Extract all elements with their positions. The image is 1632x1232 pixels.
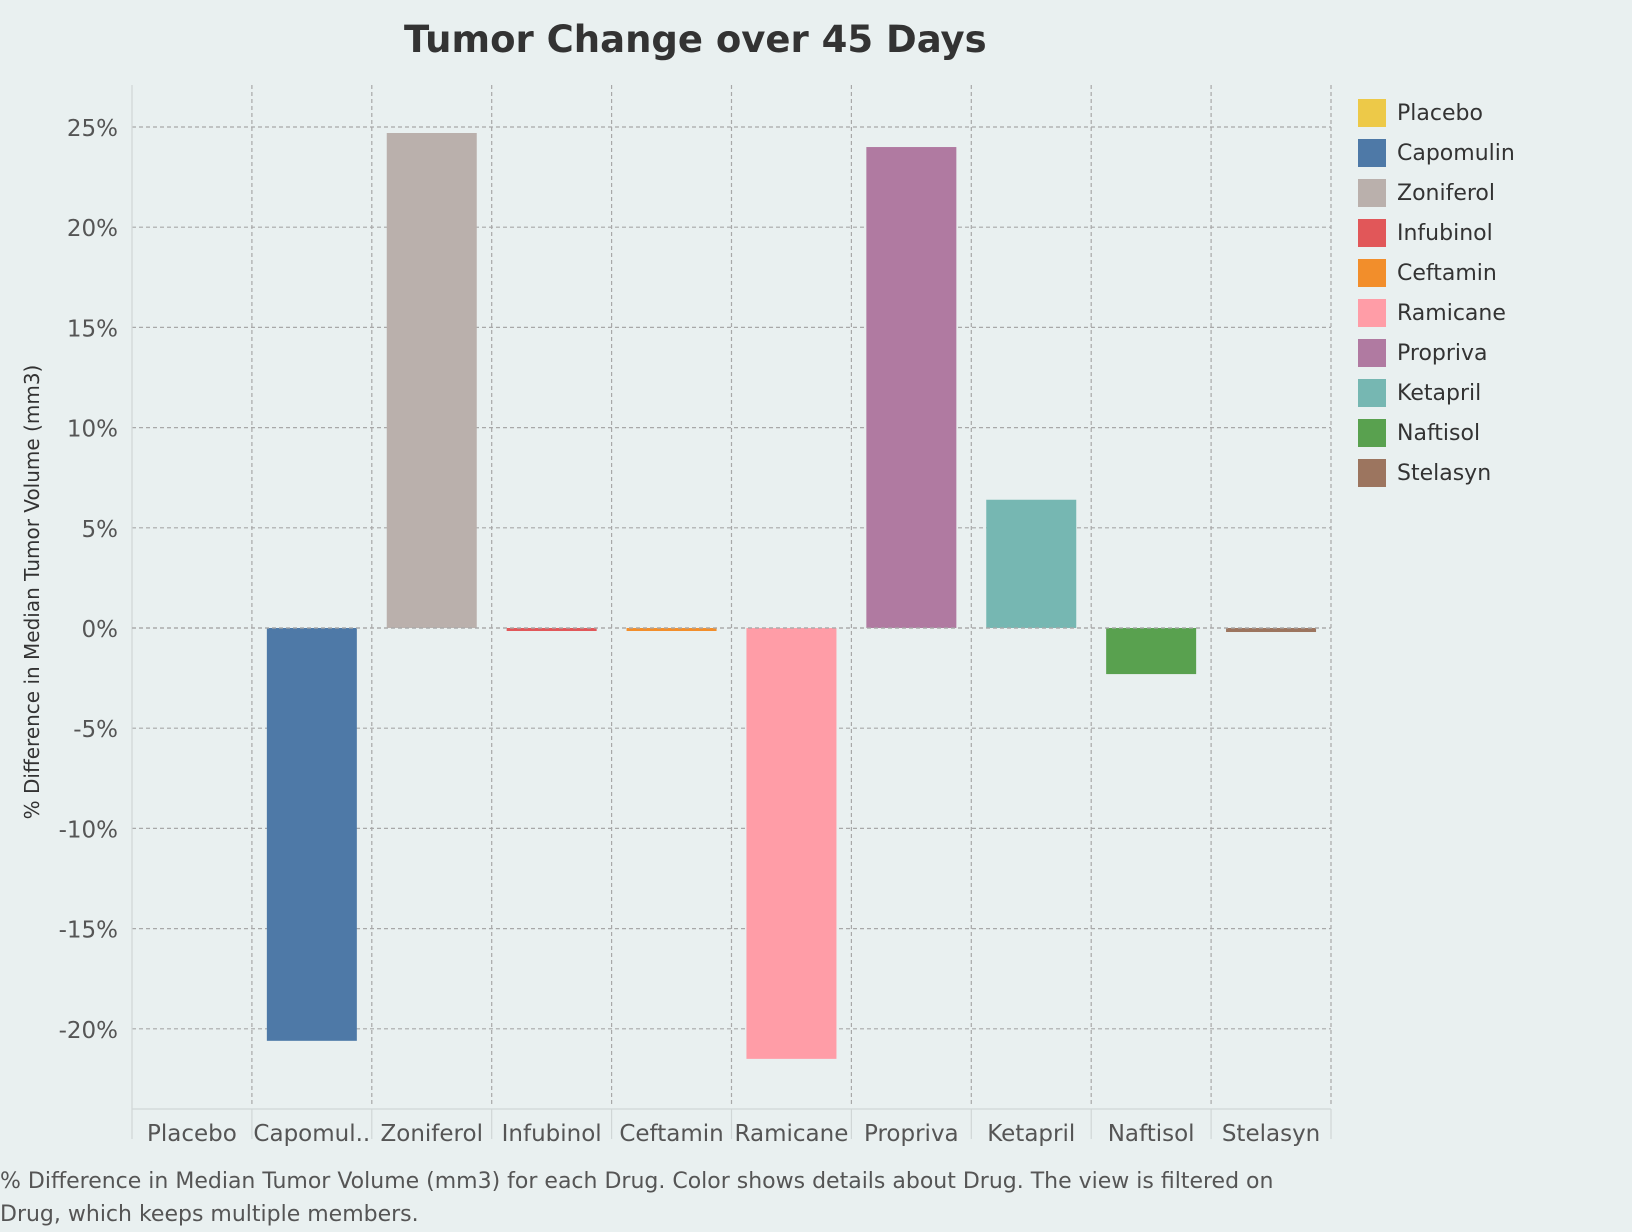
legend-label: Propriva [1397, 340, 1488, 366]
legend-label: Stelasyn [1397, 460, 1492, 486]
x-tick-label: Infubinol [502, 1121, 602, 1147]
legend-swatch [1358, 379, 1386, 407]
legend-item[interactable]: Capomulin [1358, 133, 1515, 173]
legend-label: Infubinol [1397, 220, 1493, 246]
y-tick-label: 0% [82, 617, 119, 643]
legend-label: Capomulin [1397, 140, 1515, 166]
legend-swatch [1358, 179, 1386, 207]
y-tick-label: -15% [59, 918, 118, 944]
bar-propriva [866, 147, 957, 629]
bar-ceftamin [626, 628, 717, 631]
bar-zoniferol [386, 133, 477, 628]
y-tick-label: 10% [67, 417, 118, 443]
x-tick-label: Ramicane [735, 1121, 849, 1147]
y-tick-label: -10% [59, 817, 118, 843]
bar-naftisol [1106, 628, 1197, 675]
legend-label: Naftisol [1397, 420, 1481, 446]
y-tick-label: -20% [59, 1018, 118, 1044]
bar-stelasyn [1226, 628, 1317, 633]
legend-item[interactable]: Zoniferol [1358, 173, 1515, 213]
bar-infubinol [506, 628, 597, 631]
legend-item[interactable]: Placebo [1358, 93, 1515, 133]
bar-capomulin [266, 628, 357, 1041]
legend-swatch [1358, 299, 1386, 327]
legend-swatch [1358, 139, 1386, 167]
y-tick-label: 15% [67, 316, 118, 342]
legend-swatch [1358, 339, 1386, 367]
chart-caption: % Difference in Median Tumor Volume (mm3… [0, 1169, 1274, 1227]
x-tick-label: Ketapril [987, 1121, 1075, 1147]
y-tick-label: 5% [82, 517, 119, 543]
x-tick-label: Placebo [147, 1121, 237, 1147]
legend-swatch [1358, 99, 1386, 127]
legend-item[interactable]: Ketapril [1358, 373, 1515, 413]
x-tick-label: Ceftamin [619, 1121, 723, 1147]
x-tick-label: Naftisol [1108, 1121, 1195, 1147]
legend-item[interactable]: Infubinol [1358, 213, 1515, 253]
y-tick-label: 25% [67, 116, 118, 142]
legend-label: Ramicane [1397, 300, 1506, 326]
x-tick-label: Stelasyn [1222, 1121, 1320, 1147]
bar-ketapril [986, 499, 1077, 628]
x-tick-label: Capomul.. [253, 1121, 370, 1147]
x-tick-label: Zoniferol [381, 1121, 483, 1147]
legend-swatch [1358, 219, 1386, 247]
legend-label: Placebo [1397, 100, 1483, 126]
x-tick-label: Propriva [864, 1121, 959, 1147]
legend-item[interactable]: Naftisol [1358, 413, 1515, 453]
legend-swatch [1358, 459, 1386, 487]
legend-item[interactable]: Stelasyn [1358, 453, 1515, 493]
legend: Placebo Capomulin Zoniferol Infubinol Ceftam… [1358, 93, 1515, 493]
legend-item[interactable]: Propriva [1358, 333, 1515, 373]
legend-swatch [1358, 259, 1386, 287]
legend-item[interactable]: Ceftamin [1358, 253, 1515, 293]
y-tick-label: 20% [67, 216, 118, 242]
legend-label: Ceftamin [1397, 260, 1497, 286]
bar-ramicane [746, 628, 837, 1059]
y-tick-label: -5% [73, 717, 118, 743]
legend-label: Ketapril [1397, 380, 1482, 406]
legend-swatch [1358, 419, 1386, 447]
legend-item[interactable]: Ramicane [1358, 293, 1515, 333]
chart-title: Tumor Change over 45 Days [404, 18, 987, 61]
legend-label: Zoniferol [1397, 180, 1496, 206]
